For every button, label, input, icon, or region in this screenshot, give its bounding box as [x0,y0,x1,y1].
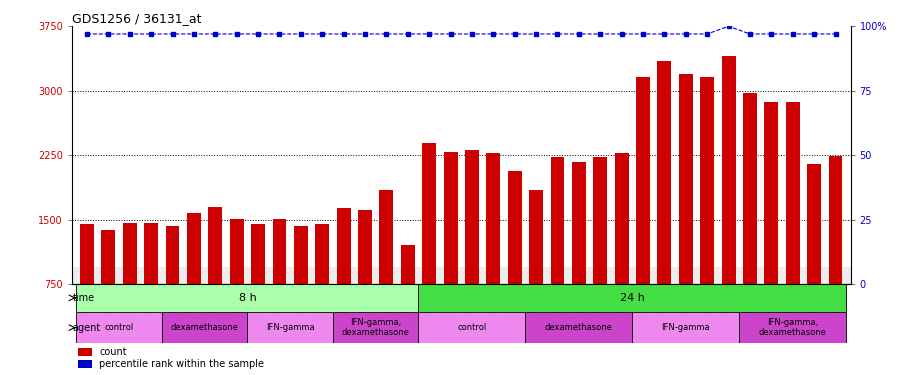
Text: control: control [457,323,487,332]
Bar [333,312,418,344]
Bar [418,312,526,344]
Bar [76,284,418,312]
Text: GDS1256 / 36131_at: GDS1256 / 36131_at [72,12,202,25]
Bar [465,150,479,284]
Bar [187,213,201,284]
Bar [162,312,248,344]
Text: IFN-gamma,
dexamethasone: IFN-gamma, dexamethasone [342,318,410,338]
Text: percentile rank within the sample: percentile rank within the sample [99,359,265,369]
Text: agent: agent [72,322,101,333]
Text: IFN-gamma: IFN-gamma [266,323,314,332]
Bar [633,312,739,344]
Bar [78,348,92,356]
Bar [315,224,329,284]
Text: IFN-gamma,
dexamethasone: IFN-gamma, dexamethasone [759,318,827,338]
Bar [526,312,633,344]
Bar [144,223,158,284]
Bar [786,102,800,284]
Bar [739,312,846,344]
Bar [508,171,522,284]
Bar [337,207,351,284]
Bar [122,223,137,284]
Bar [248,312,333,344]
Bar [722,56,735,284]
Bar [658,62,671,284]
Bar [807,164,821,284]
Bar [76,312,162,344]
Bar [418,284,846,312]
Text: 8 h: 8 h [238,293,256,303]
Bar [72,267,850,284]
Bar [529,190,543,284]
Bar [444,152,457,284]
Bar [486,153,500,284]
Text: count: count [99,347,127,357]
Bar [294,226,308,284]
Bar [400,245,415,284]
Text: time: time [72,293,94,303]
Bar [380,190,393,284]
Bar [166,226,179,284]
Bar [551,157,564,284]
Bar [636,77,650,284]
Bar [700,77,715,284]
Bar [358,210,372,284]
Bar [764,102,778,284]
Text: dexamethasone: dexamethasone [544,323,613,332]
Text: 24 h: 24 h [620,293,644,303]
Text: dexamethasone: dexamethasone [171,323,238,332]
Bar [251,224,265,284]
Bar [78,360,92,369]
Bar [230,219,244,284]
Bar [615,153,628,284]
Bar [208,207,222,284]
Bar [829,156,842,284]
Bar [572,162,586,284]
Bar [80,224,94,284]
Bar [593,157,608,284]
Bar [102,230,115,284]
Bar [743,93,757,284]
Text: IFN-gamma: IFN-gamma [662,323,710,332]
Bar [679,74,693,284]
Text: control: control [104,323,134,332]
Bar [273,219,286,284]
Bar [422,143,436,284]
